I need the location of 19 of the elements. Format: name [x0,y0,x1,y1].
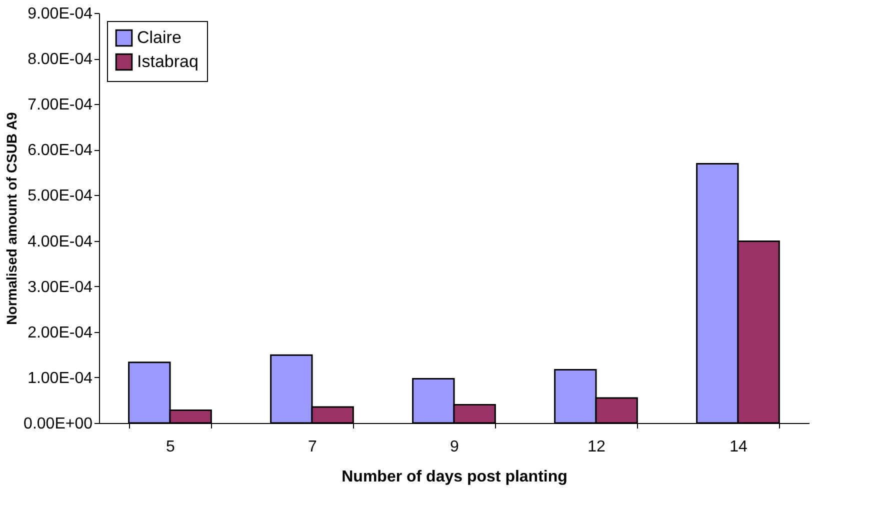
y-tick-label: 7.00E-04 [28,96,93,114]
legend-label: Claire [137,28,182,47]
y-tick-label: 4.00E-04 [28,233,93,250]
y-tick-label: 3.00E-04 [28,278,93,296]
y-tick-label: 6.00E-04 [28,142,93,160]
x-tick-label: 7 [308,438,318,456]
x-tick-label: 5 [166,438,176,456]
y-tick-label: 1.00E-04 [28,370,93,387]
y-tick-label: 2.00E-04 [28,324,93,342]
legend-label: Istabraq [137,52,198,71]
y-tick-label: 9.00E-04 [28,6,93,22]
x-tick-label: 9 [450,438,460,456]
x-tick-label: 12 [588,438,606,456]
x-axis-title: Number of days post planting [342,468,568,486]
y-tick-label: 5.00E-04 [28,188,93,205]
y-tick-label: 0.00E+00 [24,416,93,432]
y-axis-title: Normalised amount of CSUB A9 [4,112,20,325]
y-tick-label: 8.00E-04 [28,51,93,68]
x-tick-label: 14 [730,438,748,456]
